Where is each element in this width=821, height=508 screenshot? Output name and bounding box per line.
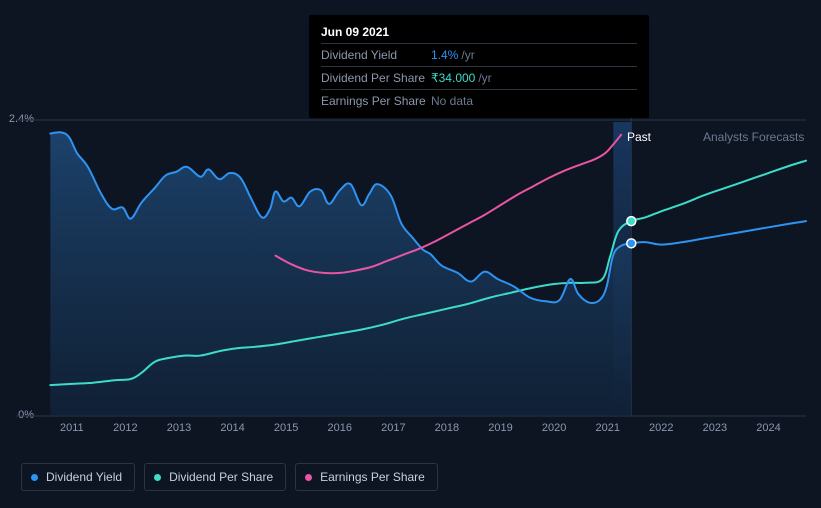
x-tick-label: 2011 xyxy=(60,422,84,434)
legend-swatch xyxy=(31,474,38,481)
tooltip-value: 1.4% xyxy=(431,46,458,64)
dividend-chart: Jun 09 2021 Dividend Yield1.4%/yrDividen… xyxy=(0,0,821,508)
tooltip-unit: /yr xyxy=(478,69,491,87)
x-tick-label: 2022 xyxy=(649,422,673,434)
x-tick-label: 2018 xyxy=(435,422,459,434)
x-tick-label: 2017 xyxy=(381,422,405,434)
chart-tooltip: Jun 09 2021 Dividend Yield1.4%/yrDividen… xyxy=(309,15,649,118)
x-tick-label: 2012 xyxy=(113,422,137,434)
tooltip-unit: /yr xyxy=(461,46,474,64)
tooltip-label: Earnings Per Share xyxy=(321,92,431,110)
tooltip-row: Earnings Per ShareNo data xyxy=(321,89,637,112)
tooltip-label: Dividend Per Share xyxy=(321,69,431,87)
x-tick-label: 2024 xyxy=(756,422,780,434)
forecasts-label: Analysts Forecasts xyxy=(703,130,804,144)
legend-swatch xyxy=(154,474,161,481)
tooltip-row: Dividend Per Share₹34.000/yr xyxy=(321,66,637,89)
tooltip-label: Dividend Yield xyxy=(321,46,431,64)
legend-item[interactable]: Earnings Per Share xyxy=(295,463,438,491)
tooltip-value: ₹34.000 xyxy=(431,69,475,87)
legend-swatch xyxy=(305,474,312,481)
legend-item[interactable]: Dividend Yield xyxy=(21,463,135,491)
x-tick-label: 2019 xyxy=(488,422,512,434)
legend-item[interactable]: Dividend Per Share xyxy=(144,463,286,491)
x-tick-label: 2020 xyxy=(542,422,566,434)
x-tick-label: 2013 xyxy=(167,422,191,434)
x-tick-label: 2023 xyxy=(703,422,727,434)
legend-label: Earnings Per Share xyxy=(320,470,425,484)
x-tick-label: 2014 xyxy=(220,422,244,434)
x-tick-label: 2016 xyxy=(328,422,352,434)
x-axis: 2011 2012 2013 2014 2015 2016 2017 2018 2019 2020… xyxy=(0,422,821,436)
tooltip-value: No data xyxy=(431,92,473,110)
dps-marker xyxy=(627,217,636,226)
dividend_yield-marker xyxy=(627,239,636,248)
past-label: Past xyxy=(627,130,651,144)
x-tick-label: 2021 xyxy=(595,422,619,434)
x-tick-label: 2015 xyxy=(274,422,298,434)
tooltip-row: Dividend Yield1.4%/yr xyxy=(321,43,637,66)
chart-legend: Dividend Yield Dividend Per Share Earnings… xyxy=(21,463,438,491)
tooltip-date: Jun 09 2021 xyxy=(321,23,637,43)
legend-label: Dividend Yield xyxy=(46,470,122,484)
legend-label: Dividend Per Share xyxy=(169,470,273,484)
